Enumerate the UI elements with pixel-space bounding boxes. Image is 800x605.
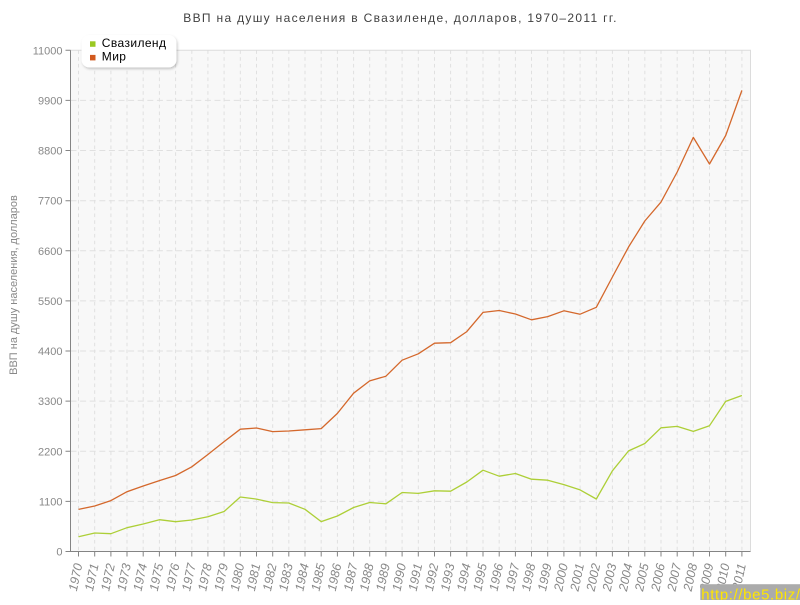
svg-text:2005: 2005 bbox=[632, 562, 652, 593]
svg-text:5500: 5500 bbox=[38, 296, 62, 308]
svg-text:8800: 8800 bbox=[38, 146, 62, 158]
svg-text:1983: 1983 bbox=[276, 562, 295, 592]
svg-text:1998: 1998 bbox=[519, 562, 538, 592]
svg-text:1988: 1988 bbox=[357, 562, 376, 592]
svg-text:1972: 1972 bbox=[98, 562, 117, 592]
svg-text:1977: 1977 bbox=[179, 561, 199, 592]
svg-text:2002: 2002 bbox=[584, 562, 604, 593]
svg-text:2008: 2008 bbox=[681, 562, 701, 593]
svg-text:1991: 1991 bbox=[406, 562, 425, 592]
svg-text:1971: 1971 bbox=[82, 562, 101, 592]
svg-text:1982: 1982 bbox=[260, 562, 279, 592]
svg-text:1980: 1980 bbox=[228, 562, 247, 592]
svg-text:1975: 1975 bbox=[147, 562, 166, 592]
svg-text:4400: 4400 bbox=[38, 346, 62, 358]
svg-text:Мир: Мир bbox=[102, 50, 127, 64]
svg-text:1981: 1981 bbox=[244, 562, 263, 592]
svg-text:2007: 2007 bbox=[664, 561, 684, 593]
svg-text:1978: 1978 bbox=[195, 562, 214, 592]
svg-text:2001: 2001 bbox=[567, 562, 587, 593]
svg-text:1993: 1993 bbox=[438, 562, 457, 592]
svg-text:1997: 1997 bbox=[503, 561, 523, 592]
svg-text:ВВП на душу населения в Свазил: ВВП на душу населения в Свазиленде, долл… bbox=[183, 11, 617, 25]
svg-text:2004: 2004 bbox=[616, 562, 636, 593]
svg-text:2006: 2006 bbox=[648, 562, 668, 593]
svg-text:11000: 11000 bbox=[33, 45, 63, 57]
svg-text:1989: 1989 bbox=[373, 562, 392, 592]
svg-text:1996: 1996 bbox=[487, 562, 506, 592]
svg-text:1999: 1999 bbox=[535, 562, 554, 592]
svg-text:2000: 2000 bbox=[551, 562, 571, 593]
svg-text:7700: 7700 bbox=[38, 196, 62, 208]
svg-text:3300: 3300 bbox=[38, 396, 62, 408]
svg-text:1984: 1984 bbox=[292, 562, 311, 592]
svg-text:1979: 1979 bbox=[212, 562, 231, 592]
svg-text:1994: 1994 bbox=[454, 562, 473, 592]
svg-text:1995: 1995 bbox=[470, 562, 489, 592]
svg-text:1990: 1990 bbox=[390, 562, 409, 592]
svg-text:1974: 1974 bbox=[131, 562, 150, 592]
svg-text:1987: 1987 bbox=[341, 561, 361, 592]
svg-text:2200: 2200 bbox=[38, 446, 62, 458]
svg-text:Свазиленд: Свазиленд bbox=[102, 36, 167, 50]
svg-text:0: 0 bbox=[56, 547, 62, 559]
svg-text:1973: 1973 bbox=[114, 562, 133, 592]
svg-text:9900: 9900 bbox=[38, 95, 62, 107]
svg-text:1986: 1986 bbox=[325, 562, 344, 592]
svg-text:6600: 6600 bbox=[38, 246, 62, 258]
svg-text:1976: 1976 bbox=[163, 562, 182, 592]
svg-text:1970: 1970 bbox=[66, 562, 85, 592]
svg-text:1992: 1992 bbox=[422, 562, 441, 592]
svg-text:2003: 2003 bbox=[600, 562, 620, 593]
svg-text:ВВП на душу населения, долларо: ВВП на душу населения, долларов bbox=[8, 195, 20, 375]
svg-text:1985: 1985 bbox=[309, 562, 328, 592]
svg-text:1100: 1100 bbox=[39, 496, 63, 508]
svg-text:http://be5.biz/: http://be5.biz/ bbox=[701, 586, 800, 600]
